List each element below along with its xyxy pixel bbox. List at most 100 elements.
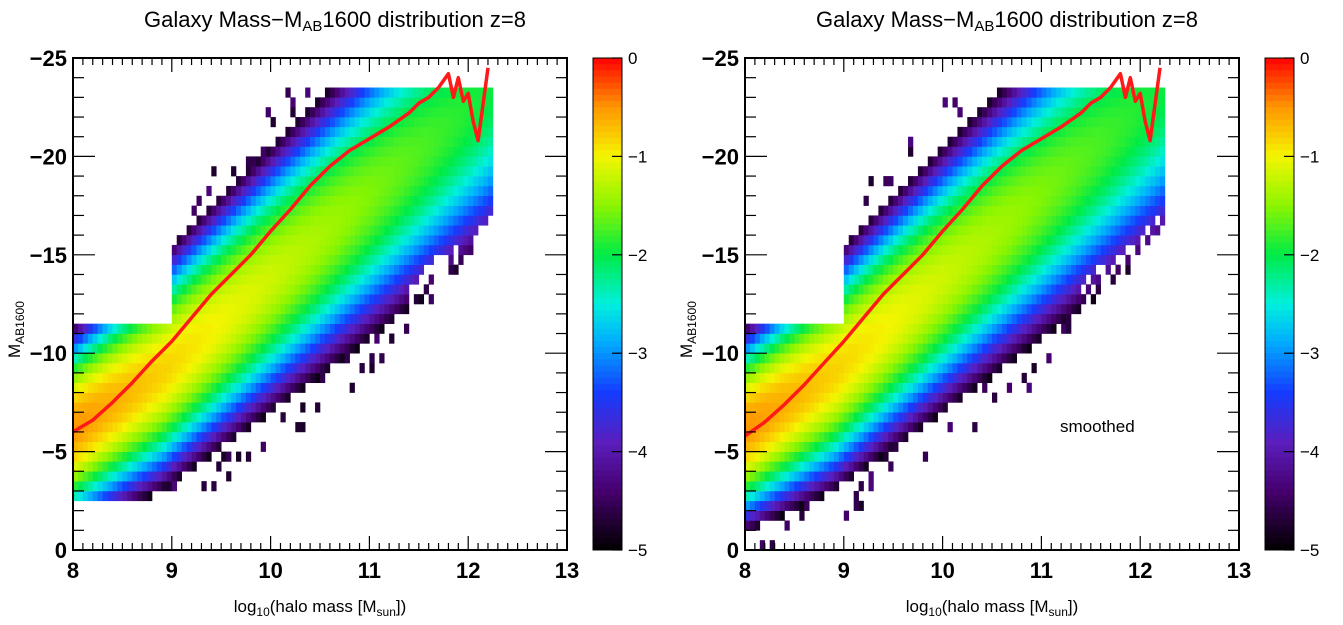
heatmap-cell [265,323,271,334]
heatmap-cell [438,235,444,246]
heatmap-cell [1150,166,1156,177]
heatmap-cell [285,323,291,334]
heatmap-cell [1031,264,1037,275]
heatmap-cell [942,185,948,197]
heatmap-cell [305,146,311,157]
heatmap-cell [819,372,825,384]
heatmap-cell [305,176,311,187]
heatmap-cell [927,294,934,305]
heatmap-cell [947,353,953,364]
colorbar-band [1265,451,1294,459]
heatmap-cell [320,156,326,167]
heatmap-cell [1051,87,1057,98]
heatmap-cell [73,471,79,482]
heatmap-cell [245,422,252,433]
heatmap-cell [364,294,370,305]
heatmap-cell [221,195,227,206]
colorbar-band [1265,316,1294,323]
heatmap-cell [1075,264,1082,275]
heatmap-cell [324,117,331,128]
heatmap-cell [408,87,415,98]
heatmap-cell [334,126,341,138]
heatmap-cell [473,215,479,226]
heatmap-cell [384,136,390,147]
y-tick-label: −20 [702,144,739,169]
heatmap-cell [226,304,232,315]
heatmap-cell [1140,166,1146,177]
heatmap-cell [1021,146,1027,157]
heatmap-cell [1006,343,1013,354]
heatmap-cell [423,244,429,256]
colorbar-band [1265,205,1294,213]
heatmap-cell [759,540,766,551]
heatmap-cell [962,323,968,334]
heatmap-cell [784,363,790,374]
heatmap-cell [206,353,212,364]
heatmap-cell [843,294,850,305]
heatmap-cell [315,402,321,413]
heatmap-cell [764,441,770,452]
heatmap-cell [982,205,988,216]
heatmap-cell [315,185,321,197]
heatmap-cell [152,323,158,334]
heatmap-cell [784,461,790,472]
heatmap-cell [147,333,153,344]
heatmap-cell [399,274,405,285]
heatmap-cell [888,254,894,265]
heatmap-cell [1080,225,1087,236]
heatmap-cell [932,176,938,187]
chart-panel-smoothed: Galaxy Mass−MAB1600 distribution z=8 8 9 10… [672,0,1343,625]
heatmap-cell [418,146,425,157]
colorbar-band [1265,76,1294,84]
heatmap-cell [843,244,850,256]
heatmap-cell [305,343,311,354]
heatmap-cell [399,166,405,177]
heatmap-cell [275,156,281,167]
heatmap-cell [1061,156,1067,167]
heatmap-cell [315,235,321,246]
heatmap-cell [196,294,202,305]
heatmap-cell [992,353,998,364]
heatmap-cell [438,97,444,108]
heatmap-cell [987,235,993,246]
heatmap-cell [764,490,770,502]
heatmap-cell [329,353,336,364]
y-tick-label: 0 [55,538,67,563]
heatmap-cell [987,107,993,118]
heatmap-cell [290,254,296,265]
heatmap-cell [206,363,212,374]
heatmap-cell [1011,176,1017,187]
heatmap-cell [1066,294,1072,305]
heatmap-cell [453,156,459,167]
heatmap-cell [369,313,375,324]
heatmap-cell [142,333,148,344]
heatmap-cell [231,382,237,393]
heatmap-cell [394,205,400,216]
heatmap-cell [749,333,756,344]
heatmap-cell [794,363,800,374]
heatmap-cell [305,313,311,324]
heatmap-cell [873,402,879,413]
heatmap-cell [354,264,360,275]
heatmap-cell [152,363,158,374]
heatmap-cell [176,382,182,393]
heatmap-cell [1095,146,1101,157]
heatmap-cell [1046,146,1052,157]
heatmap-cell [922,363,929,374]
heatmap-cell [977,323,983,334]
heatmap-cell [858,304,864,315]
heatmap-cell [334,136,341,147]
heatmap-cell [873,431,879,443]
colorbar-band [1265,113,1294,120]
heatmap-cell [1145,205,1151,216]
heatmap-cell [1110,205,1116,216]
heatmap-cell [1100,225,1106,236]
heatmap-cell [838,392,845,403]
heatmap-cell [1145,87,1151,98]
heatmap-cell [927,166,934,177]
heatmap-cell [295,254,301,265]
heatmap-cell [324,97,331,108]
heatmap-cell [97,363,103,374]
heatmap-cell [1071,304,1077,315]
heatmap-cell [132,353,138,364]
